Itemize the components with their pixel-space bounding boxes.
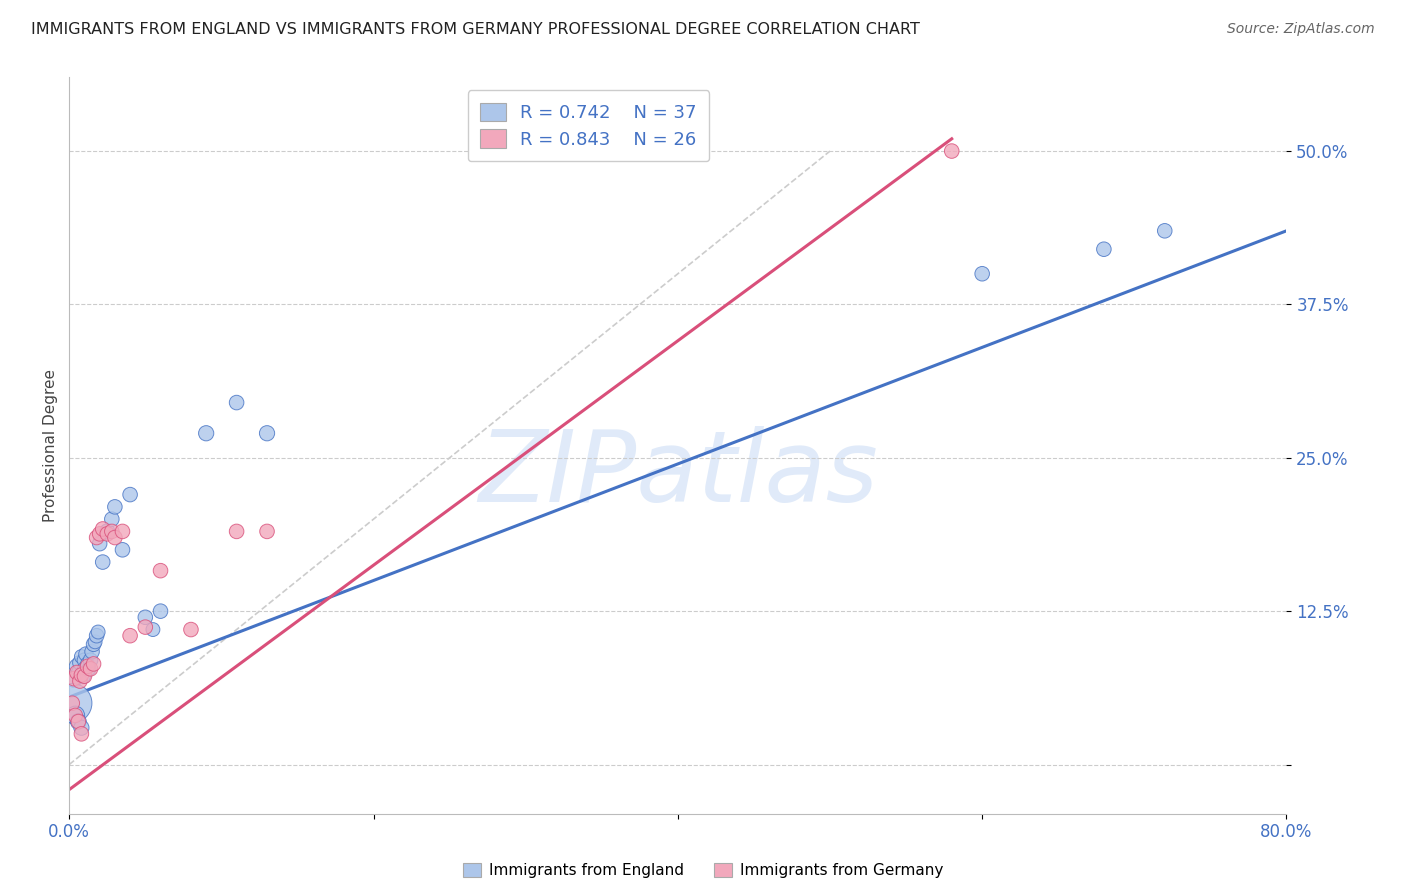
Point (1153, 224, 1175, 238)
Point (70, 721, 93, 735)
Point (83, 657, 105, 671)
Point (76, 657, 98, 671)
Point (76, 659, 98, 673)
Point (104, 531, 127, 545)
Point (73, 653, 96, 667)
Point (77, 662, 100, 676)
Point (70, 649, 93, 664)
Text: IMMIGRANTS FROM ENGLAND VS IMMIGRANTS FROM GERMANY PROFESSIONAL DEGREE CORRELATI: IMMIGRANTS FROM ENGLAND VS IMMIGRANTS FR… (31, 22, 920, 37)
Text: Source: ZipAtlas.com: Source: ZipAtlas.com (1227, 22, 1375, 37)
Point (134, 620, 156, 634)
Point (65, 708, 87, 723)
Point (66, 659, 89, 673)
Point (70, 668, 93, 682)
Point (87, 625, 110, 640)
Point (80, 645, 103, 659)
Point (101, 512, 124, 526)
Point (67, 665, 90, 680)
Point (62, 672, 84, 686)
Point (91, 555, 114, 569)
Point (104, 500, 127, 514)
Point (101, 524, 124, 539)
Legend: R = 0.742    N = 37, R = 0.843    N = 26: R = 0.742 N = 37, R = 0.843 N = 26 (468, 90, 709, 161)
Point (65, 708, 87, 723)
Legend: Immigrants from England, Immigrants from Germany: Immigrants from England, Immigrants from… (457, 857, 949, 884)
Point (72, 669, 94, 683)
Point (73, 662, 96, 676)
Point (62, 672, 84, 686)
Point (83, 637, 105, 651)
Point (142, 623, 165, 637)
Point (256, 524, 278, 539)
Point (86, 629, 108, 643)
Point (149, 604, 172, 618)
Text: ZIPatlas: ZIPatlas (478, 426, 877, 524)
Point (67, 714, 90, 729)
Point (70, 727, 93, 741)
Y-axis label: Professional Degree: Professional Degree (44, 369, 58, 522)
Point (256, 426, 278, 441)
Point (79, 662, 101, 676)
Point (111, 524, 134, 539)
Point (941, 144, 963, 158)
Point (96, 524, 118, 539)
Point (225, 395, 247, 409)
Point (67, 714, 90, 729)
Point (60, 696, 83, 710)
Point (89, 526, 111, 541)
Point (69, 674, 91, 689)
Point (79, 653, 101, 667)
Point (60, 696, 83, 710)
Point (86, 531, 108, 545)
Point (84, 635, 107, 649)
Point (91, 522, 114, 536)
Point (972, 267, 994, 281)
Point (225, 524, 247, 539)
Point (75, 647, 97, 661)
Point (66, 665, 89, 680)
Point (111, 542, 134, 557)
Point (73, 669, 96, 683)
Point (96, 526, 118, 541)
Point (149, 564, 172, 578)
Point (120, 629, 142, 643)
Point (134, 610, 156, 624)
Point (195, 426, 218, 441)
Point (180, 623, 202, 637)
Point (120, 487, 142, 501)
Point (69, 656, 91, 670)
Point (1092, 242, 1115, 256)
Point (89, 536, 111, 550)
